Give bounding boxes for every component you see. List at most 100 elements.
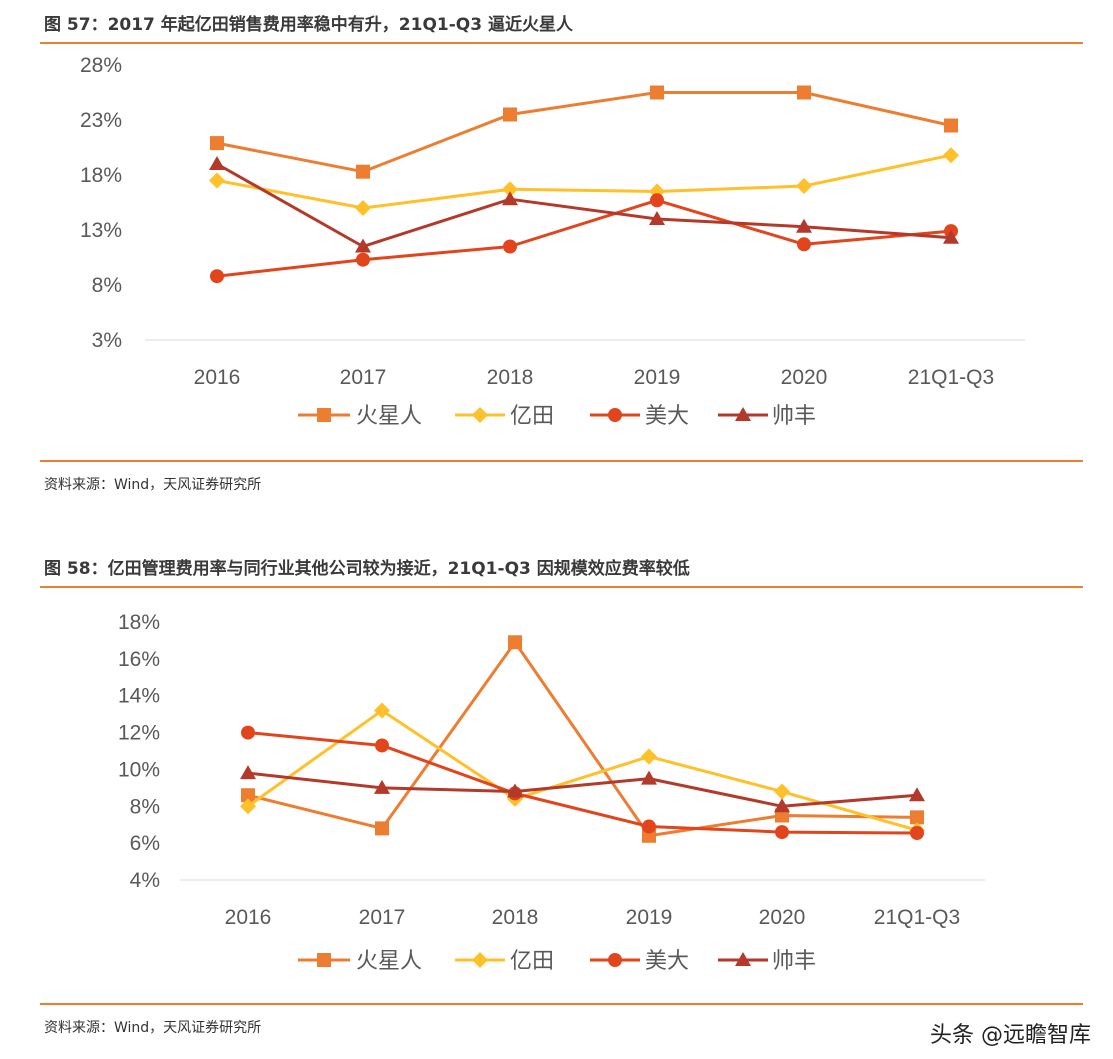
data-point (943, 229, 959, 244)
y-tick-label: 8% (130, 795, 160, 818)
data-point (355, 200, 371, 216)
x-tick-label: 21Q1-Q3 (908, 366, 994, 389)
figure-57-title: 图 57：2017 年起亿田销售费用率稳中有升，21Q1-Q3 逼近火星人 (44, 15, 573, 35)
series-line (247, 640, 918, 838)
data-point (641, 770, 657, 785)
divider (40, 460, 1083, 462)
legend-item: 美大 (590, 948, 689, 973)
x-tick-label: 2020 (781, 366, 828, 389)
x-tick-label: 2018 (487, 366, 534, 389)
legend-item: 美大 (590, 403, 689, 428)
data-point (241, 788, 255, 803)
data-point (356, 252, 370, 267)
data-point (641, 748, 657, 765)
y-tick-label: 6% (130, 832, 160, 855)
series-美大 (241, 725, 924, 841)
legend-label: 美大 (645, 948, 689, 973)
legend-item: 帅丰 (718, 403, 816, 428)
legend-label: 火星人 (356, 948, 422, 973)
legend-marker (608, 953, 622, 967)
series-美大 (210, 193, 958, 284)
x-tick-label: 2020 (759, 906, 806, 929)
x-tick-label: 2018 (492, 906, 539, 929)
figure-58-title: 图 58：亿田管理费用率与同行业其他公司较为接近，21Q1-Q3 因规模效应费率… (44, 559, 690, 579)
data-point (649, 211, 665, 225)
data-point (375, 821, 389, 836)
y-tick-label: 13% (80, 219, 122, 242)
series-line (247, 731, 918, 835)
y-tick-label: 12% (118, 722, 160, 745)
series-火星人 (210, 85, 958, 179)
data-point (209, 172, 225, 189)
legend-label: 亿田 (510, 403, 554, 428)
chart-2: 4% 6% 8% 10% 12% 14% 16% 18% 2016 2017 2018 2019 202… (118, 611, 985, 973)
x-tick-label: 2019 (626, 906, 673, 929)
x-tick-label: 2016 (194, 366, 241, 389)
data-point (502, 181, 518, 198)
legend-marker (317, 408, 331, 422)
data-point (209, 156, 225, 170)
legend-marker (472, 407, 488, 423)
legend-label: 帅丰 (772, 948, 816, 973)
data-point (210, 136, 224, 151)
divider (40, 42, 1083, 44)
legend-marker (472, 952, 488, 968)
data-point (356, 164, 370, 179)
y-tick-label: 28% (80, 54, 122, 77)
legend-marker (735, 952, 751, 966)
data-point (943, 147, 959, 164)
y-tick-label: 3% (92, 329, 122, 352)
data-point (241, 725, 255, 740)
series-帅丰 (240, 765, 925, 813)
y-tick-label: 18% (118, 611, 160, 634)
data-point (796, 218, 812, 233)
legend-marker (317, 953, 331, 967)
series-line (216, 162, 952, 248)
figure-57-source: 资料来源：Wind，天风证券研究所 (44, 477, 262, 493)
legend-marker (735, 407, 751, 421)
legend-item: 亿田 (455, 948, 554, 973)
y-tick-label: 16% (118, 648, 160, 671)
data-point (375, 738, 389, 753)
data-point (355, 238, 371, 253)
data-point (774, 798, 790, 813)
y-tick-label: 10% (118, 758, 160, 781)
data-point (507, 783, 523, 798)
y-tick-label: 4% (130, 869, 160, 892)
data-point (797, 85, 811, 100)
data-point (650, 193, 664, 208)
data-point (650, 85, 664, 100)
legend-item: 亿田 (455, 403, 554, 428)
x-tick-label: 2019 (634, 366, 681, 389)
legend-label: 火星人 (356, 403, 422, 428)
data-point (374, 779, 390, 794)
legend-item: 火星人 (298, 948, 422, 973)
data-point (774, 783, 790, 800)
legend-marker (608, 408, 622, 422)
series-line (216, 153, 952, 210)
data-point (909, 787, 925, 802)
figure-58-source: 资料来源：Wind，天风证券研究所 (44, 1020, 262, 1036)
watermark: 头条 @远瞻智库 (930, 1023, 1091, 1048)
legend-item: 帅丰 (718, 948, 816, 973)
x-tick-label: 2017 (340, 366, 387, 389)
divider (40, 586, 1083, 588)
x-tick-label: 2016 (225, 906, 272, 929)
chart-1: 3% 8% 13% 18% 23% 28% 2016 2017 2018 2019 2020 21Q1… (80, 54, 1025, 428)
data-point (796, 178, 812, 194)
data-point (944, 118, 958, 133)
data-point (775, 825, 789, 840)
y-tick-label: 14% (118, 685, 160, 708)
data-point (210, 269, 224, 284)
series-帅丰 (209, 156, 959, 253)
x-tick-label: 2017 (359, 906, 406, 929)
data-point (797, 237, 811, 252)
data-point (240, 798, 256, 815)
y-tick-label: 23% (80, 109, 122, 132)
legend-item: 火星人 (298, 403, 422, 428)
legend-label: 美大 (645, 403, 689, 428)
data-point (503, 107, 517, 122)
y-tick-label: 8% (92, 274, 122, 297)
data-point (374, 702, 390, 719)
